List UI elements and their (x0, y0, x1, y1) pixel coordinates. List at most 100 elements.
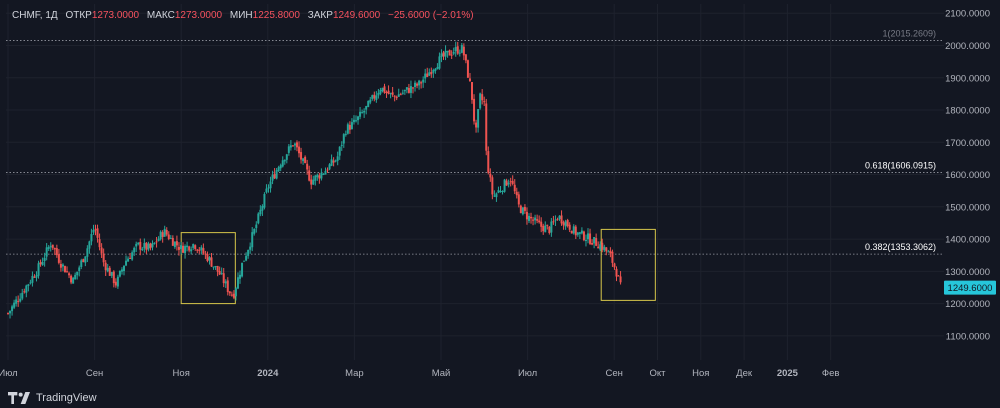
candle-body (269, 181, 272, 189)
candle-body (361, 112, 364, 114)
candle-body (53, 248, 56, 250)
candle-body (295, 142, 298, 148)
candle-body (98, 239, 101, 248)
candle-body (434, 68, 437, 71)
candle-body (308, 170, 311, 181)
candle-body (247, 250, 250, 256)
candle-body (263, 194, 266, 208)
candle-body (45, 247, 48, 257)
candle-body (424, 73, 427, 79)
change-value: −25.6000 (−2.01%) (388, 10, 474, 21)
candle-body (593, 237, 596, 244)
price-tick-label: 1500.0000 (945, 202, 990, 213)
candle-body (340, 144, 343, 146)
candle-body (281, 160, 284, 167)
candle-body (265, 188, 268, 193)
candle-body (393, 95, 396, 97)
candle-body (587, 233, 590, 240)
candle-body (137, 242, 140, 245)
highlight-boxes (180, 228, 656, 305)
candle-body (591, 242, 594, 245)
candle-body (552, 221, 555, 223)
time-tick-label: Окт (649, 368, 666, 379)
time-tick-label: 2025 (777, 368, 799, 379)
candle-body (363, 110, 366, 113)
candle-body (194, 245, 197, 249)
candle-body (114, 281, 117, 286)
candle-body (135, 243, 138, 247)
candle-body (450, 54, 453, 56)
candle-body (377, 92, 380, 96)
candle-body (544, 225, 547, 233)
price-axis[interactable]: 2100.0000 2000.0000 1900.0000 1800.0000 1700… (945, 9, 990, 343)
time-axis[interactable]: Июл Сен Ноя 2024 Мар Май Июл Сен Окт Ноя Дек 2025 Фе… (0, 368, 839, 379)
candle-body (448, 50, 451, 56)
candle-body (31, 275, 34, 283)
candle-body (346, 124, 349, 134)
candle-body (332, 160, 335, 163)
candle-body (94, 229, 97, 231)
candle-body (483, 101, 486, 103)
candle-body (212, 266, 215, 268)
candle-body (371, 95, 374, 99)
candle-body (186, 245, 189, 248)
candle-body (61, 264, 64, 267)
candle-body (605, 247, 608, 252)
candle-body (133, 247, 136, 253)
candle-body (599, 244, 602, 250)
candle-body (257, 213, 260, 224)
candle-body (397, 94, 400, 97)
candle-body (576, 232, 579, 235)
candle-body (566, 219, 569, 226)
candle-body (70, 275, 73, 283)
candle-body (80, 260, 83, 268)
candle-body (239, 274, 242, 279)
candle-body (391, 92, 394, 95)
candle-body (57, 254, 60, 263)
candle-body (601, 242, 604, 250)
candle-body (589, 233, 592, 244)
candle-body (39, 262, 42, 265)
candle-body (550, 221, 553, 233)
candle-body (261, 206, 264, 211)
time-tick-label: Дек (736, 368, 753, 379)
candle-body (499, 190, 502, 192)
last-price-badge (944, 280, 996, 295)
candle-body (336, 156, 339, 161)
candle-body (468, 78, 471, 82)
ohlc-legend: CHMF, 1Д ОТКР1273.0000 МАКС1273.0000 МИН… (12, 10, 474, 21)
candle-body (35, 275, 38, 278)
time-tick-label: Ноя (692, 368, 709, 379)
candle-body (15, 299, 18, 304)
candle-body (460, 45, 463, 53)
price-tick-label: 1400.0000 (945, 235, 990, 246)
candle-body (234, 288, 237, 297)
candle-body (318, 175, 321, 179)
candle-body (466, 60, 469, 78)
candle-body (485, 103, 488, 151)
high-value: 1273.0000 (174, 10, 223, 21)
candle-body (570, 230, 573, 234)
candle-body (409, 86, 412, 93)
candle-body (615, 268, 618, 277)
symbol-label[interactable]: CHMF, 1Д (12, 10, 58, 21)
candle-body (497, 190, 500, 193)
candle-body (147, 243, 150, 250)
candle-body (312, 179, 315, 185)
candle-body (511, 180, 514, 184)
candle-body (179, 245, 182, 250)
candle-body (487, 151, 490, 173)
tradingview-brand[interactable]: TradingView (8, 392, 97, 404)
candle-body (255, 224, 258, 229)
candle-body (72, 277, 75, 284)
price-tick-label: 1200.0000 (945, 299, 990, 310)
candle-body (383, 86, 386, 93)
candle-body (416, 83, 419, 86)
price-tick-label: 1300.0000 (945, 267, 990, 278)
candle-body (481, 94, 484, 101)
candle-body (17, 300, 20, 302)
candle-body (517, 194, 520, 205)
candle-body (387, 90, 390, 94)
candle-body (226, 280, 229, 292)
